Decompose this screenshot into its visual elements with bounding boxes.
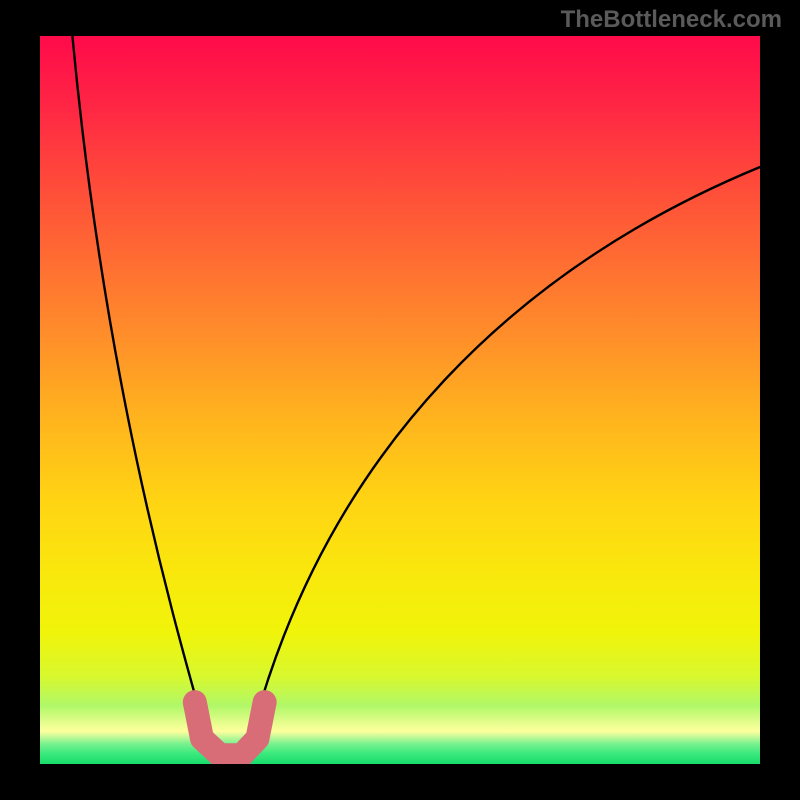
- watermark-text: TheBottleneck.com: [561, 6, 782, 34]
- plot-area: [40, 36, 760, 764]
- plot-svg: [40, 36, 760, 764]
- gradient-background: [40, 36, 760, 764]
- chart-container: TheBottleneck.com: [0, 0, 800, 800]
